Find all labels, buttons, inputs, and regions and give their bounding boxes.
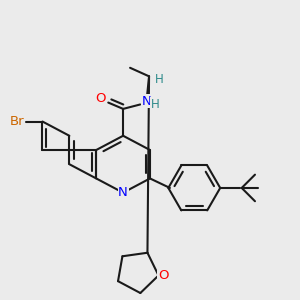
Text: N: N — [142, 95, 152, 108]
Text: O: O — [158, 269, 169, 282]
Text: N: N — [118, 186, 128, 199]
Text: Br: Br — [10, 115, 25, 128]
Text: O: O — [96, 92, 106, 105]
Text: H: H — [151, 98, 160, 111]
Text: H: H — [155, 73, 164, 86]
